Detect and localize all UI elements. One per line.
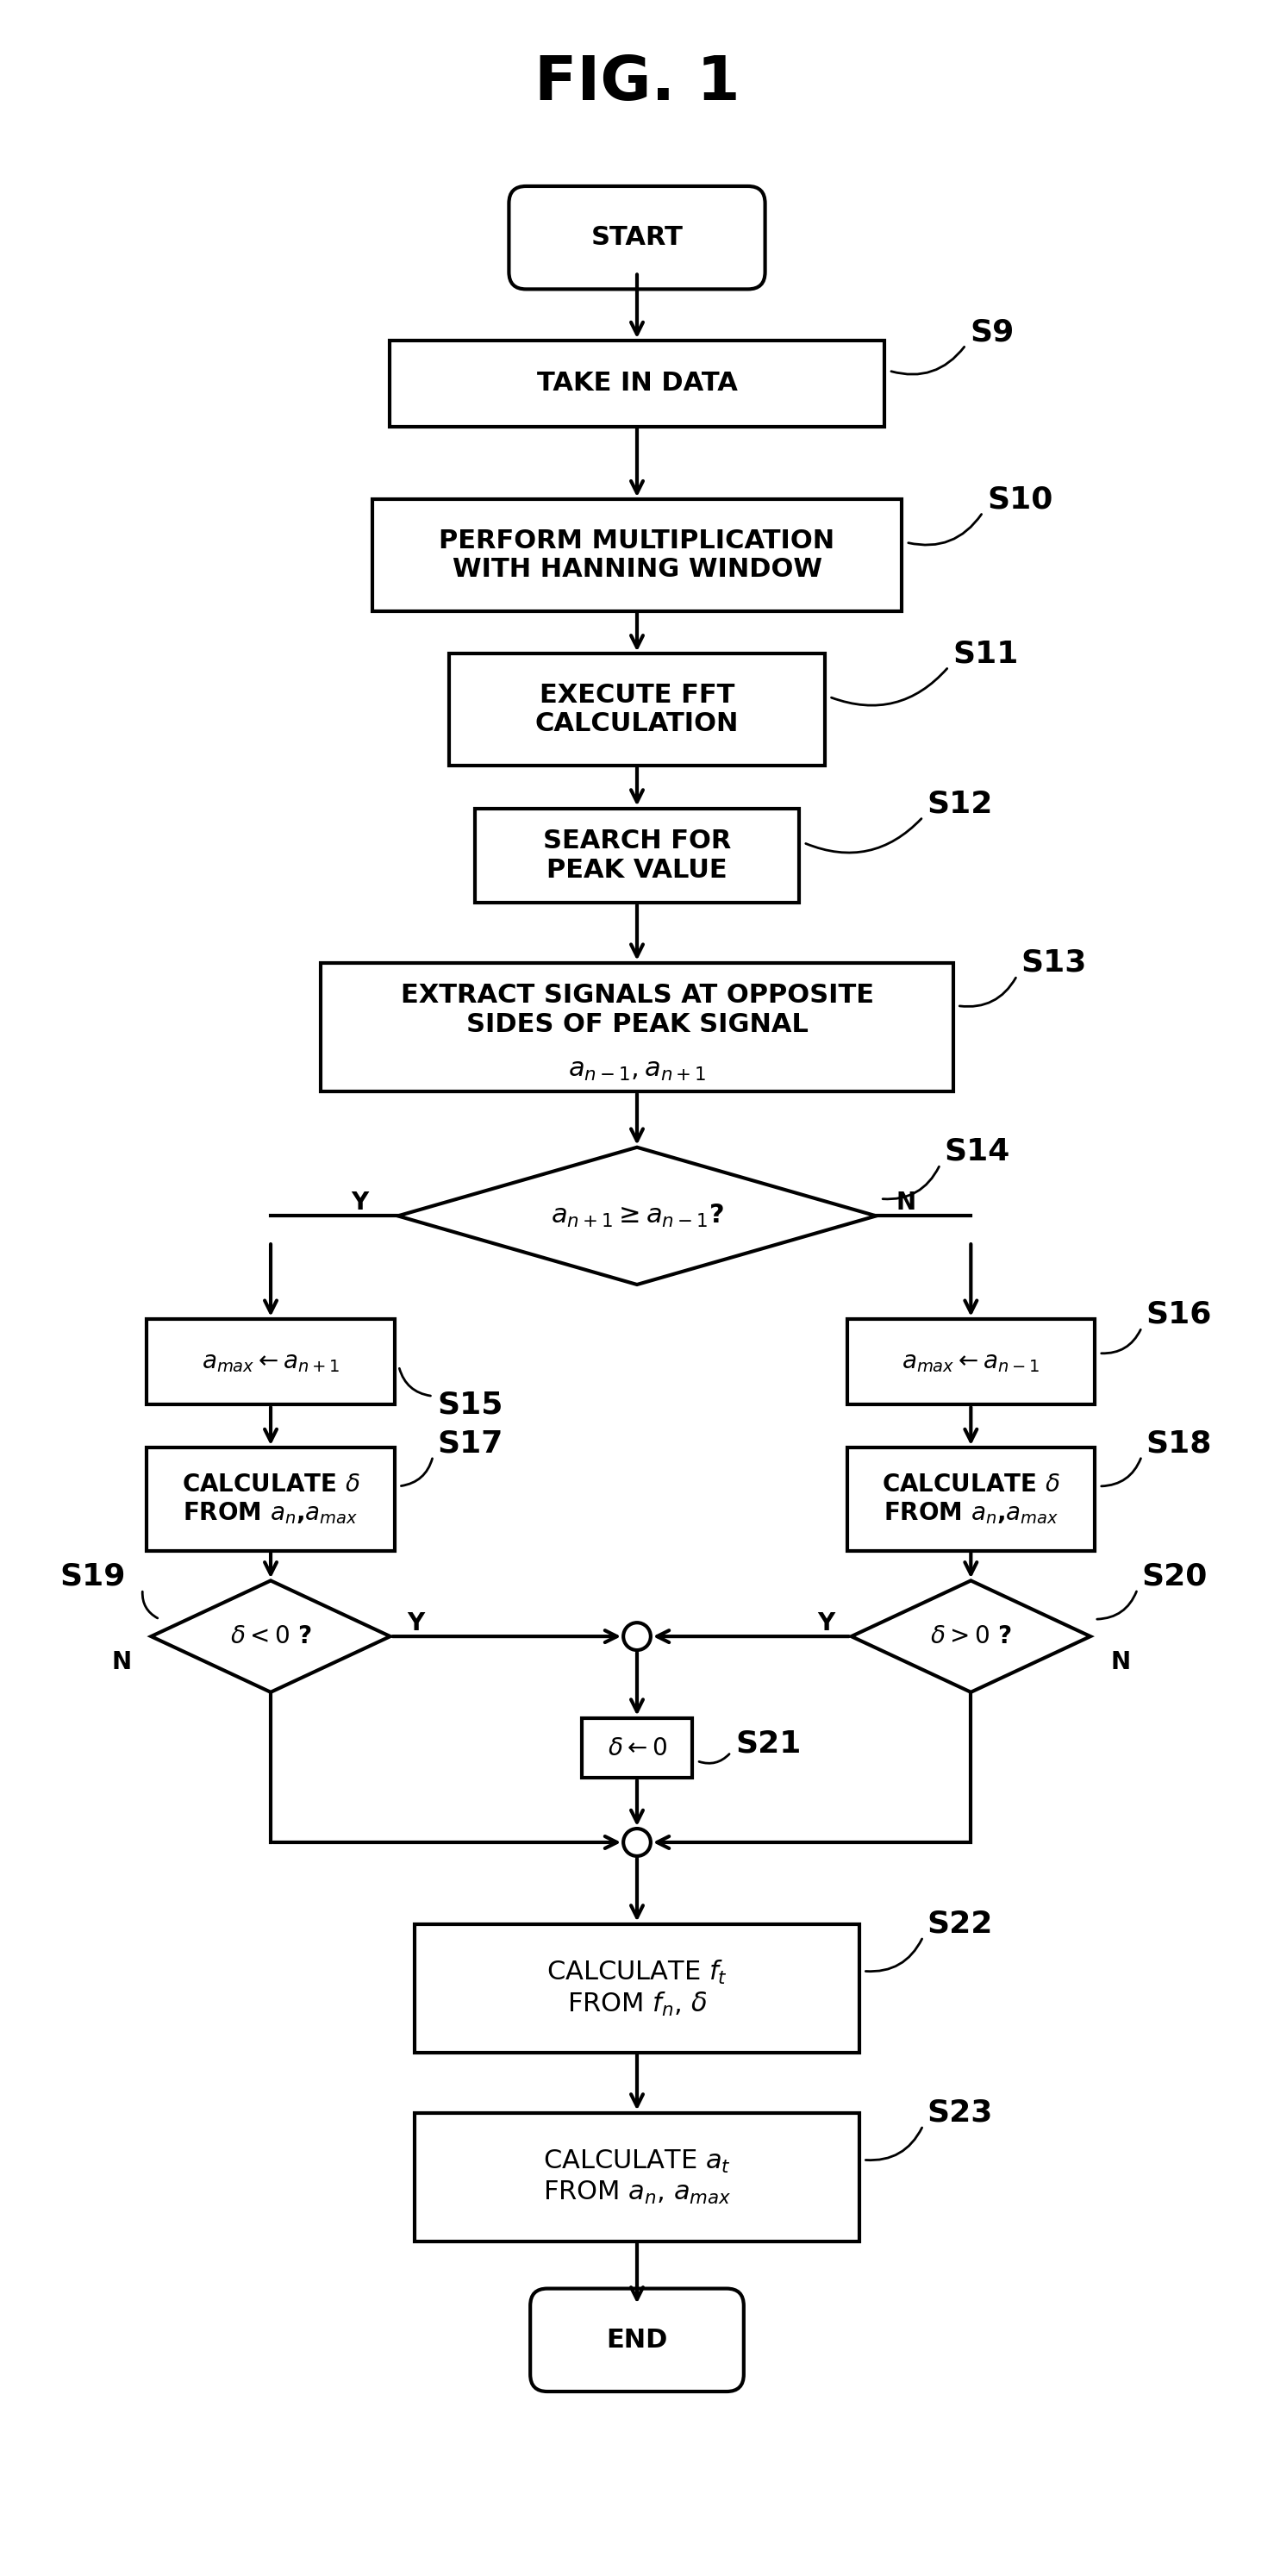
Text: EXTRACT SIGNALS AT OPPOSITE
SIDES OF PEAK SIGNAL: EXTRACT SIGNALS AT OPPOSITE SIDES OF PEA… bbox=[400, 984, 874, 1038]
Text: Y: Y bbox=[350, 1190, 368, 1216]
Bar bbox=[372, 500, 902, 611]
Text: PERFORM MULTIPLICATION
WITH HANNING WINDOW: PERFORM MULTIPLICATION WITH HANNING WIND… bbox=[440, 528, 834, 582]
Circle shape bbox=[623, 1829, 651, 1857]
Text: $a_{n+1}\geq a_{n-1}$?: $a_{n+1}\geq a_{n-1}$? bbox=[550, 1203, 724, 1229]
Text: $\delta > 0$ ?: $\delta > 0$ ? bbox=[930, 1625, 1012, 1649]
Text: FIG. 1: FIG. 1 bbox=[534, 54, 740, 113]
Bar bbox=[475, 809, 799, 902]
Text: $a_{n-1},a_{n+1}$: $a_{n-1},a_{n+1}$ bbox=[568, 1059, 706, 1082]
Text: S23: S23 bbox=[927, 2097, 994, 2128]
Text: S22: S22 bbox=[927, 1909, 994, 1940]
Text: S12: S12 bbox=[927, 788, 994, 819]
Text: $a_{max}\leftarrow a_{n-1}$: $a_{max}\leftarrow a_{n-1}$ bbox=[902, 1350, 1040, 1373]
Text: S19: S19 bbox=[60, 1561, 126, 1592]
Bar bbox=[450, 654, 824, 765]
Text: S18: S18 bbox=[1145, 1430, 1212, 1458]
Text: S15: S15 bbox=[437, 1391, 503, 1419]
Bar bbox=[415, 1924, 859, 2053]
Bar bbox=[390, 340, 884, 428]
Bar bbox=[147, 1448, 395, 1551]
Bar bbox=[847, 1448, 1094, 1551]
Text: $\delta\leftarrow 0$: $\delta\leftarrow 0$ bbox=[608, 1736, 666, 1759]
Text: END: END bbox=[606, 2329, 668, 2352]
Text: Y: Y bbox=[817, 1613, 834, 1636]
FancyBboxPatch shape bbox=[530, 2287, 744, 2391]
FancyBboxPatch shape bbox=[508, 185, 766, 289]
Text: $a_{max}\leftarrow a_{n+1}$: $a_{max}\leftarrow a_{n+1}$ bbox=[201, 1350, 340, 1373]
Text: N: N bbox=[111, 1651, 131, 1674]
Text: EXECUTE FFT
CALCULATION: EXECUTE FFT CALCULATION bbox=[535, 683, 739, 737]
Text: TAKE IN DATA: TAKE IN DATA bbox=[536, 371, 738, 397]
Polygon shape bbox=[851, 1582, 1091, 1692]
Text: S16: S16 bbox=[1145, 1301, 1212, 1329]
Text: N: N bbox=[896, 1190, 916, 1216]
Text: CALCULATE $\delta$
FROM $a_n$,$a_{max}$: CALCULATE $\delta$ FROM $a_n$,$a_{max}$ bbox=[882, 1473, 1060, 1525]
Bar bbox=[847, 1319, 1094, 1404]
Text: $\delta < 0$ ?: $\delta < 0$ ? bbox=[229, 1625, 312, 1649]
Text: CALCULATE $\delta$
FROM $a_n$,$a_{max}$: CALCULATE $\delta$ FROM $a_n$,$a_{max}$ bbox=[182, 1473, 359, 1525]
Text: S21: S21 bbox=[735, 1728, 801, 1759]
Text: N: N bbox=[1111, 1651, 1130, 1674]
Polygon shape bbox=[152, 1582, 390, 1692]
Text: S20: S20 bbox=[1142, 1561, 1208, 1592]
Bar bbox=[415, 2112, 859, 2241]
Text: SEARCH FOR
PEAK VALUE: SEARCH FOR PEAK VALUE bbox=[543, 829, 731, 884]
Text: S14: S14 bbox=[944, 1136, 1010, 1167]
Text: Y: Y bbox=[408, 1613, 424, 1636]
Text: S10: S10 bbox=[987, 484, 1052, 515]
Polygon shape bbox=[397, 1146, 877, 1285]
Bar bbox=[581, 1718, 693, 1777]
Text: S11: S11 bbox=[953, 639, 1019, 670]
Bar bbox=[321, 963, 953, 1092]
Text: START: START bbox=[591, 224, 683, 250]
Circle shape bbox=[623, 1623, 651, 1651]
Text: S17: S17 bbox=[437, 1430, 503, 1458]
Text: CALCULATE $a_t$
FROM $a_n$, $a_{max}$: CALCULATE $a_t$ FROM $a_n$, $a_{max}$ bbox=[543, 2148, 731, 2205]
Text: S13: S13 bbox=[1022, 948, 1087, 976]
Text: CALCULATE $f_t$
FROM $f_n$, $\delta$: CALCULATE $f_t$ FROM $f_n$, $\delta$ bbox=[547, 1958, 727, 2017]
Text: S9: S9 bbox=[970, 317, 1014, 348]
Bar bbox=[147, 1319, 395, 1404]
